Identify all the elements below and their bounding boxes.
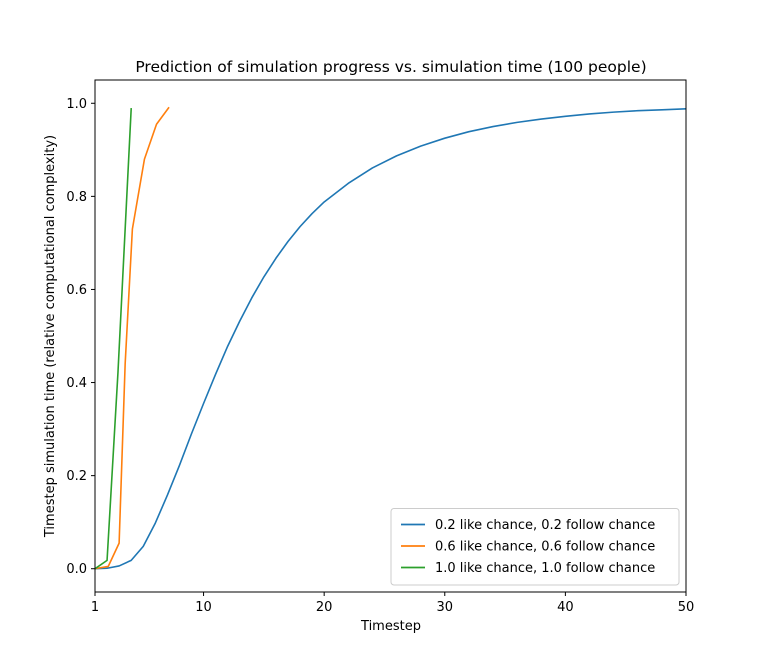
y-tick-label: 0.6 (66, 283, 87, 298)
x-tick-label: 10 (195, 600, 212, 615)
y-tick-label: 0.4 (66, 376, 87, 391)
x-tick-label: 50 (678, 600, 695, 615)
y-tick-label: 0.0 (66, 562, 87, 577)
series-line-2 (95, 106, 170, 570)
legend: 0.2 like chance, 0.2 follow chance 0.6 li… (390, 508, 680, 586)
legend-box (390, 508, 680, 586)
legend-label: 0.6 like chance, 0.6 follow chance (435, 540, 655, 555)
plot-area (95, 106, 686, 570)
y-tick-label: 1.0 (66, 97, 87, 112)
x-tick-label: 40 (557, 600, 574, 615)
y-tick-label: 0.2 (66, 469, 87, 484)
series-line-3 (95, 108, 133, 570)
x-tick-label: 30 (437, 600, 454, 615)
chart-title: Prediction of simulation progress vs. si… (135, 58, 646, 76)
x-tick-label: 20 (316, 600, 333, 615)
series-line-1 (95, 108, 686, 570)
x-tick-label: 1 (91, 600, 99, 615)
y-tick-label: 0.8 (66, 190, 87, 205)
legend-label: 0.2 like chance, 0.2 follow chance (435, 518, 655, 533)
y-axis-label: Timestep simulation time (relative compu… (43, 135, 58, 538)
x-axis-label: Timestep (360, 619, 421, 634)
axes-frame (94, 79, 687, 593)
axis-ticks: 1 10 20 30 40 50 0.0 0.2 0.4 0.6 0.8 1.0 (66, 97, 694, 615)
legend-label: 1.0 like chance, 1.0 follow chance (435, 561, 655, 576)
